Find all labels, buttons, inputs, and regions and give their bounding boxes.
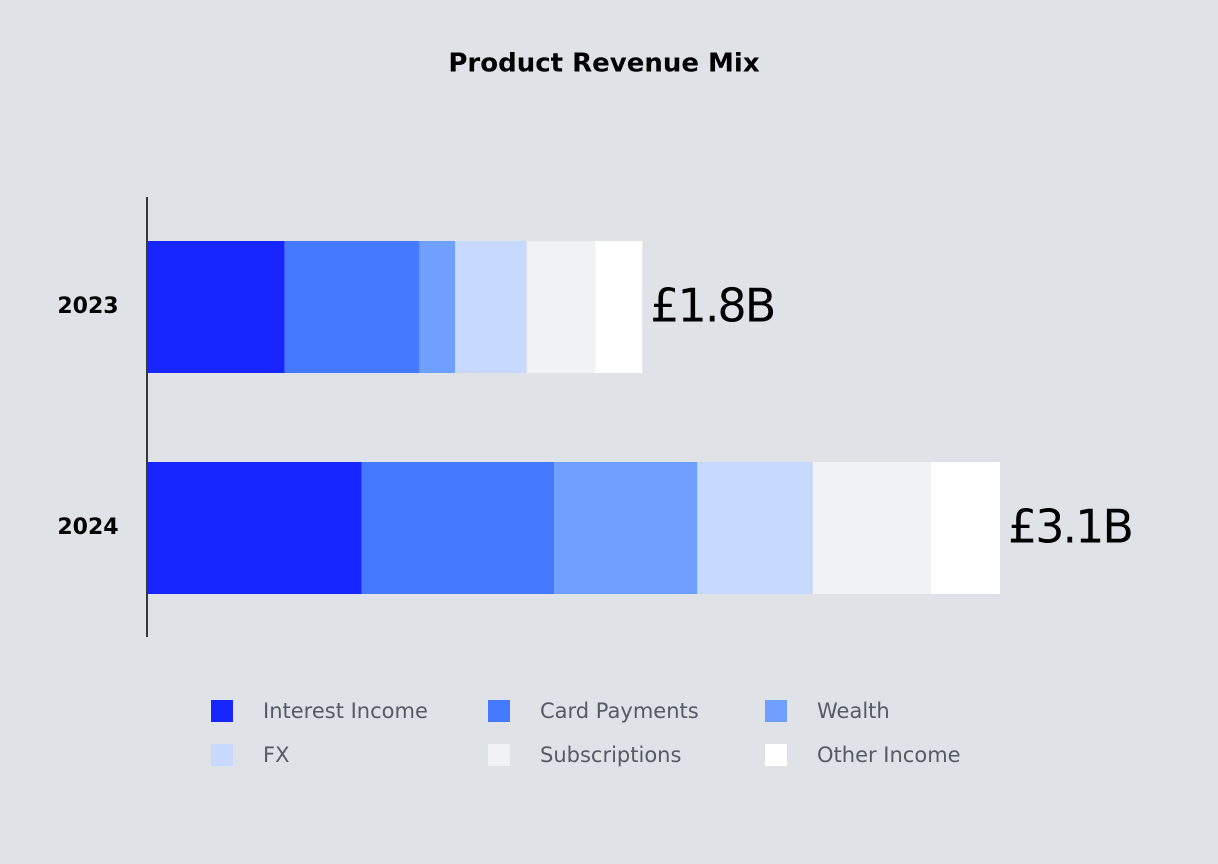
bar-segment bbox=[147, 241, 285, 373]
bar-segment bbox=[554, 462, 698, 594]
bar-segment bbox=[284, 241, 420, 373]
bar-segment bbox=[361, 462, 555, 594]
bar-segment bbox=[812, 462, 932, 594]
legend-label: FX bbox=[263, 743, 289, 767]
legend-swatch bbox=[488, 700, 510, 722]
bar-segment bbox=[455, 241, 527, 373]
bar-segment bbox=[147, 462, 362, 594]
legend-swatch bbox=[211, 700, 233, 722]
legend-swatch bbox=[211, 744, 233, 766]
bar-segment bbox=[595, 241, 643, 373]
legend-label: Card Payments bbox=[540, 699, 699, 723]
legend-label: Other Income bbox=[817, 743, 961, 767]
bar-segment bbox=[419, 241, 456, 373]
total-label: £1.8B bbox=[650, 279, 774, 333]
chart-title: Product Revenue Mix bbox=[448, 49, 759, 79]
y-tick-label: 2024 bbox=[57, 515, 118, 540]
total-label: £3.1B bbox=[1008, 500, 1132, 554]
bar-segment bbox=[526, 241, 596, 373]
legend-swatch bbox=[765, 700, 787, 722]
legend-swatch bbox=[488, 744, 510, 766]
bar-segment bbox=[931, 462, 1000, 594]
legend-label: Interest Income bbox=[263, 699, 428, 723]
y-tick-label: 2023 bbox=[57, 294, 118, 319]
legend-swatch bbox=[765, 744, 787, 766]
legend-label: Wealth bbox=[817, 699, 890, 723]
legend-label: Subscriptions bbox=[540, 743, 681, 767]
bar-segment bbox=[697, 462, 813, 594]
